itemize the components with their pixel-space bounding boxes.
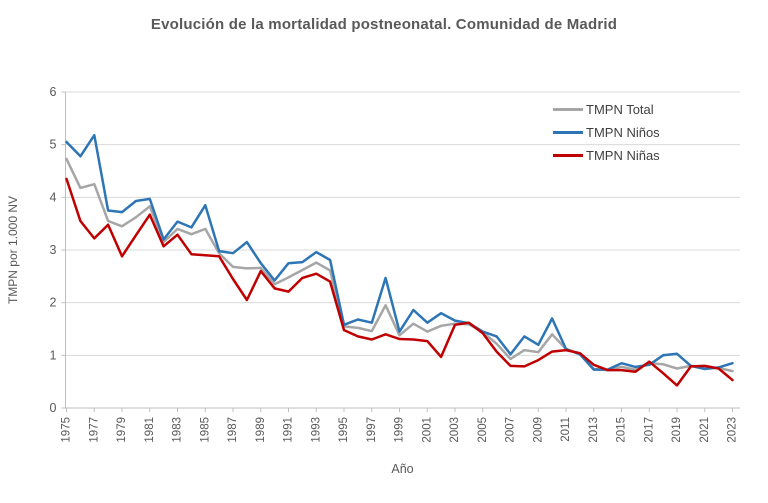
total-line-swatch — [553, 107, 583, 111]
svg-text:2015: 2015 — [616, 417, 628, 443]
legend: TMPN Total TMPN Niños TMPN Niñas — [553, 100, 660, 164]
ninas-line-swatch — [553, 153, 583, 157]
x-axis-title: Año — [391, 462, 414, 476]
svg-text:1997: 1997 — [366, 417, 378, 443]
legend-item-ninos: TMPN Niños — [553, 123, 660, 141]
svg-text:2007: 2007 — [505, 417, 517, 443]
legend-item-ninas: TMPN Niñas — [553, 146, 660, 164]
svg-text:2021: 2021 — [699, 417, 711, 443]
y-axis-title: TMPN por 1.000 NV — [6, 195, 20, 305]
chart-title: Evolución de la mortalidad postneonatal.… — [150, 16, 618, 33]
svg-text:2023: 2023 — [727, 417, 739, 443]
svg-text:1983: 1983 — [172, 417, 184, 443]
svg-text:2005: 2005 — [477, 417, 489, 443]
svg-text:2003: 2003 — [449, 417, 461, 443]
svg-text:0: 0 — [50, 401, 57, 415]
svg-text:1977: 1977 — [88, 417, 100, 443]
svg-text:1979: 1979 — [116, 417, 128, 443]
svg-text:1989: 1989 — [255, 417, 267, 443]
svg-text:6: 6 — [50, 85, 57, 99]
ninos-line-swatch — [553, 130, 583, 134]
svg-text:1975: 1975 — [61, 417, 73, 443]
svg-text:2: 2 — [50, 296, 57, 310]
svg-text:2019: 2019 — [671, 417, 683, 443]
svg-text:1987: 1987 — [227, 417, 239, 443]
svg-text:2013: 2013 — [588, 417, 600, 443]
legend-item-total: TMPN Total — [553, 100, 660, 118]
svg-text:2017: 2017 — [643, 417, 655, 443]
svg-text:1985: 1985 — [199, 417, 211, 443]
svg-text:2009: 2009 — [532, 417, 544, 443]
svg-text:3: 3 — [50, 243, 57, 257]
svg-text:2011: 2011 — [560, 417, 572, 442]
svg-text:1991: 1991 — [283, 417, 295, 443]
svg-text:1999: 1999 — [394, 417, 406, 443]
svg-text:1: 1 — [50, 348, 57, 362]
svg-text:4: 4 — [50, 190, 57, 204]
svg-text:1993: 1993 — [310, 417, 322, 443]
svg-text:2001: 2001 — [421, 417, 433, 443]
legend-label-ninos: TMPN Niños — [586, 124, 660, 140]
svg-text:1981: 1981 — [144, 417, 156, 443]
svg-text:1995: 1995 — [338, 417, 350, 443]
svg-text:5: 5 — [50, 138, 57, 152]
legend-label-total: TMPN Total — [586, 101, 654, 117]
legend-label-ninas: TMPN Niñas — [586, 147, 660, 163]
